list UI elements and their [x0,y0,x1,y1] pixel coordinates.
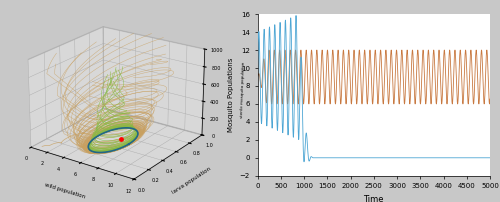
X-axis label: wild population: wild population [44,182,86,199]
X-axis label: Time: Time [364,195,384,202]
Y-axis label: larva population: larva population [171,166,211,195]
Y-axis label: Mosquito Populations: Mosquito Populations [228,58,234,132]
